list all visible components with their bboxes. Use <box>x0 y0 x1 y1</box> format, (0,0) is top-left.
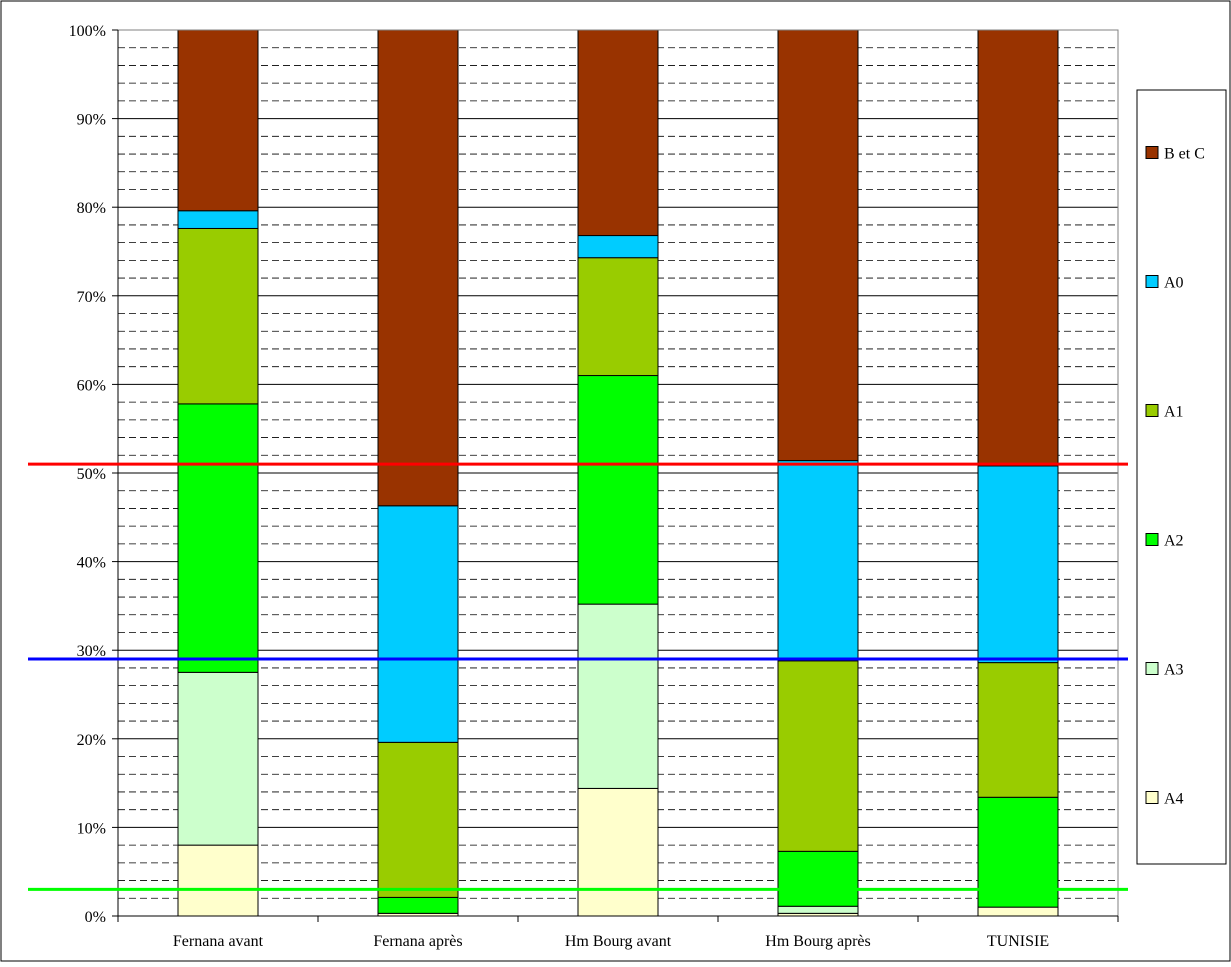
legend-label-a2: A2 <box>1164 533 1184 550</box>
y-tick-label: 60% <box>77 377 106 394</box>
bar-segment-fernana-avant-a3 <box>177 671 259 846</box>
bar-segment-fernana-avant-a4 <box>177 844 259 917</box>
legend-box <box>1136 89 1227 865</box>
bar-segment-fernana-apr-s-a1 <box>377 741 459 898</box>
y-tick-label: 0% <box>85 909 106 926</box>
bar-segment-hm-bourg-apr-s-b-et-c <box>777 29 859 462</box>
legend-label-a3: A3 <box>1164 662 1184 679</box>
legend-swatch-a4 <box>1145 791 1159 804</box>
legend-label-a4: A4 <box>1164 791 1184 808</box>
bar-segment-tunisie-b-et-c <box>977 29 1059 467</box>
legend-swatch-a0 <box>1145 275 1159 288</box>
bar-segment-hm-bourg-apr-s-a3 <box>777 905 859 914</box>
bar-segment-fernana-apr-s-a2 <box>377 896 459 914</box>
y-tick-label: 20% <box>77 732 106 749</box>
y-tick-label: 50% <box>77 466 106 483</box>
bar-segment-hm-bourg-apr-s-a0 <box>777 460 859 662</box>
bar-segment-hm-bourg-avant-a1 <box>577 257 659 377</box>
x-tick-label: Fernana avant <box>173 933 264 950</box>
y-tick-labels: 0% 10% 20% 30% 40% 50% 60% 70% 80% 90% 100% <box>69 23 106 926</box>
legend: B et C A0 A1 A2 A3 A4 <box>1136 89 1227 865</box>
bar-segment-fernana-apr-s-b-et-c <box>377 29 459 507</box>
bar-segment-hm-bourg-avant-b-et-c <box>577 29 659 237</box>
legend-swatch-a1 <box>1145 404 1159 417</box>
bar-segment-tunisie-a4 <box>977 906 1059 917</box>
legend-label-b-et-c: B et C <box>1164 146 1205 163</box>
bar-segment-fernana-avant-a1 <box>177 227 259 405</box>
legend-label-a0: A0 <box>1164 275 1184 292</box>
legend-swatch-a2 <box>1145 533 1159 546</box>
bar-segment-fernana-avant-a2 <box>177 403 259 673</box>
legend-swatch-b-et-c <box>1145 146 1159 159</box>
bar-segment-fernana-apr-s-a0 <box>377 505 459 743</box>
bar-segment-hm-bourg-avant-a4 <box>577 787 659 917</box>
y-tick-label: 70% <box>77 289 106 306</box>
y-tick-label: 30% <box>77 643 106 660</box>
legend-label-a1: A1 <box>1164 404 1184 421</box>
bar-segment-hm-bourg-avant-a3 <box>577 603 659 789</box>
y-tick-label: 10% <box>77 820 106 837</box>
bar-segment-fernana-avant-b-et-c <box>177 29 259 212</box>
x-tick-label: Hm Bourg avant <box>565 933 672 950</box>
bar-segment-fernana-avant-a0 <box>177 210 259 229</box>
bar-segment-hm-bourg-apr-s-a1 <box>777 660 859 852</box>
x-tick-label: Fernana après <box>373 933 462 950</box>
bar-segment-tunisie-a1 <box>977 662 1059 798</box>
bar-segment-tunisie-a0 <box>977 465 1059 664</box>
y-tick-label: 90% <box>77 112 106 129</box>
x-tick-label: Hm Bourg après <box>765 933 870 950</box>
y-tick-label: 40% <box>77 555 106 572</box>
bar-segment-hm-bourg-apr-s-a2 <box>777 850 859 907</box>
legend-swatch-a3 <box>1145 662 1159 675</box>
x-tick-labels: Fernana avant Fernana après Hm Bourg avant… <box>173 933 1049 950</box>
y-tick-label: 100% <box>69 23 106 40</box>
y-tick-label: 80% <box>77 200 106 217</box>
bar-segment-hm-bourg-avant-a0 <box>577 235 659 259</box>
bars <box>177 29 1059 917</box>
reference-lines <box>28 462 1128 891</box>
bar-segment-hm-bourg-avant-a2 <box>577 375 659 605</box>
x-tick-label: TUNISIE <box>987 933 1049 950</box>
